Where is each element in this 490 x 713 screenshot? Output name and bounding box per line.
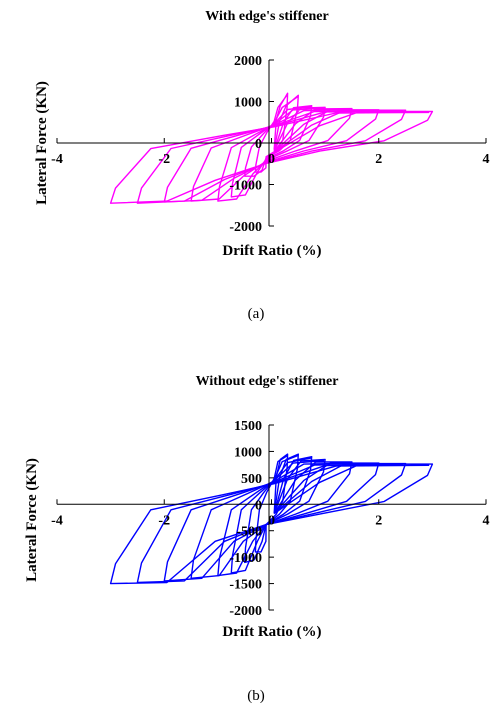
y-axis-label: Lateral Force (KN) <box>24 458 40 582</box>
hysteresis-loop-5 <box>190 461 353 579</box>
x-tick-label: 4 <box>483 513 490 528</box>
x-tick-label: 4 <box>483 152 490 167</box>
caption-b: (b) <box>247 688 265 704</box>
chart-with-stiffener: With edge's stiffener -4 -2 0 2 4 -2000 -1000 0… <box>34 9 490 259</box>
hysteresis-loop-2 <box>244 453 299 564</box>
tick-labels: -4 -2 0 2 4 -2000 -1500 -1000 -500 0 500 1000 1500 <box>51 419 489 619</box>
hysteresis-loop-5 <box>190 107 353 202</box>
axes <box>56 424 487 611</box>
x-tick-label: -4 <box>51 152 63 167</box>
hysteresis-curves <box>109 92 434 204</box>
x-tick-label: -2 <box>158 152 170 167</box>
y-tick-label: 1000 <box>234 96 262 111</box>
y-tick-label: -1500 <box>229 578 262 593</box>
x-tick-label: 2 <box>375 152 382 167</box>
y-tick-label: 1500 <box>234 419 262 434</box>
axes <box>56 59 487 227</box>
chart-title: Without edge's stiffener <box>196 374 339 389</box>
y-tick-label: 500 <box>241 472 262 487</box>
y-tick-label: -1000 <box>229 179 262 194</box>
hysteresis-loop-2 <box>244 94 299 177</box>
hysteresis-loop-4 <box>217 458 326 577</box>
hysteresis-loop-4 <box>217 106 326 202</box>
chart-title: With edge's stiffener <box>205 9 328 24</box>
tick-labels: -4 -2 0 2 4 -2000 -1000 0 1000 2000 <box>51 54 489 235</box>
y-axis-label: Lateral Force (KN) <box>34 81 50 205</box>
hysteresis-curves <box>109 453 434 585</box>
x-axis-label: Drift Ratio (%) <box>222 243 321 259</box>
chart-without-stiffener: Without edge's stiffener -4 -2 0 2 4 -2000 -15… <box>24 374 490 640</box>
x-tick-label: -4 <box>51 513 63 528</box>
x-tick-label: 0 <box>268 513 275 528</box>
y-tick-label: -500 <box>236 525 262 540</box>
hysteresis-loop-8 <box>109 463 434 585</box>
hysteresis-loop-8 <box>109 110 434 204</box>
x-tick-label: -2 <box>158 513 170 528</box>
x-axis-label: Drift Ratio (%) <box>222 624 321 640</box>
y-tick-label: 2000 <box>234 54 262 69</box>
caption-a: (a) <box>248 306 265 322</box>
x-tick-label: 0 <box>268 152 275 167</box>
y-tick-label: -1000 <box>229 551 262 566</box>
y-tick-label: 1000 <box>234 445 262 460</box>
hysteresis-loop-3 <box>230 456 313 574</box>
y-tick-label: 0 <box>255 498 262 513</box>
y-tick-label: 0 <box>255 137 262 152</box>
x-tick-label: 2 <box>375 513 382 528</box>
y-tick-label: -2000 <box>229 220 262 235</box>
hysteresis-loop-3 <box>230 105 313 198</box>
y-tick-label: -2000 <box>229 604 262 619</box>
